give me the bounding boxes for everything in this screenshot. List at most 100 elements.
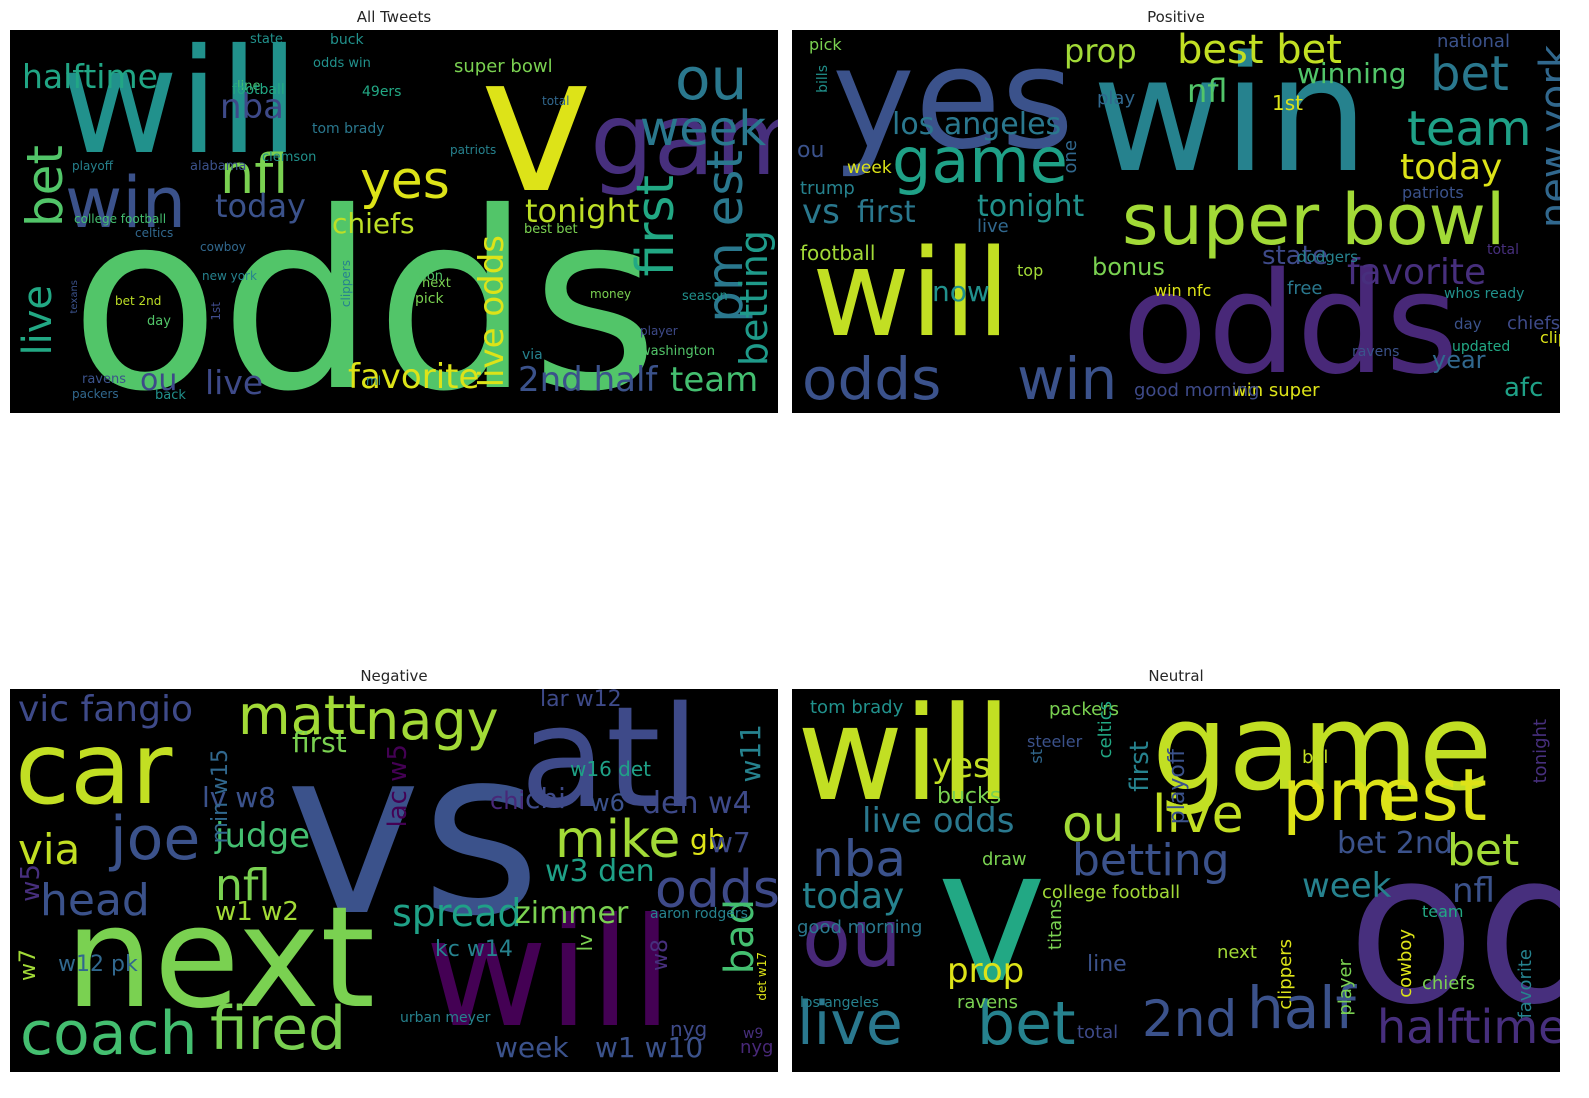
cloud-word: good morning [1134,380,1260,401]
cloud-word: ou [140,363,178,398]
cloud-word: money [590,287,632,301]
panel-title: Negative [360,667,428,685]
cloud-word: alabama [190,159,247,174]
cloud-word: live [15,285,61,356]
cloud-word: via [522,347,543,363]
cloud-word: clippers [1540,328,1560,347]
cloud-word: win [65,162,187,244]
cloud-word: halftime [1377,1000,1560,1054]
cloud-word: betting [732,230,776,367]
cloud-word: yes [932,746,991,786]
cloud-word: clippers [1275,939,1296,1010]
cloud-word: favorite [1347,252,1487,293]
cloud-word: vic fangio [18,689,193,730]
cloud-word: chi [490,787,526,815]
cloud-word: yes [832,30,1074,181]
cloud-word: celtics [1095,701,1116,759]
cloud-word: state [1262,241,1328,271]
cloud-word: odds win [313,56,371,71]
cloud-word: play [1097,88,1136,109]
cloud-word: bet [16,145,74,228]
cloud-word: playoff [72,159,114,173]
cloud-word: next [422,276,451,291]
cloud-word: joe [110,804,201,874]
cloud-word: car [15,710,173,827]
cloud-word: bet [977,989,1076,1059]
cloud-word: st [1027,749,1046,764]
cloud-word: lar w12 [540,689,622,712]
cloud-word: first [626,175,686,277]
cloud-word: live odds [472,235,512,388]
cloud-word: steeler [1027,732,1083,751]
cloud-word: football [800,241,876,265]
cloud-word: first [857,195,916,230]
cloud-word: lv [573,934,597,952]
cloud-word: nfl [1452,871,1495,911]
cloud-word: w7 [710,826,751,859]
cloud-word: pick [809,35,842,54]
cloud-word: player [1335,959,1356,1016]
cloud-word: nfl [215,860,271,911]
cloud-word: game [1152,689,1493,818]
cloud-word: bet 2nd [1337,826,1453,861]
cloud-word: los angeles [892,107,1062,142]
cloud-word: ou [1062,795,1125,853]
cloud-word: yes [360,151,450,211]
cloud-word: chiefs [1507,313,1560,334]
cloud-word: total [542,94,570,108]
cloud-word: nfl [220,143,289,206]
cloud-word: chi [525,782,566,815]
cloud-word: odds [1347,806,1560,1051]
cloud-word: tonight [1530,719,1551,784]
cloud-word: pick [415,291,444,307]
panel-title: All Tweets [356,8,432,26]
cloud-word: w16 det [570,757,652,781]
cloud-word: win [1092,30,1369,208]
cloud-word: game [892,124,1068,197]
cloud-word: tom brady [312,121,385,137]
cloud-word: trump [800,178,855,199]
cloud-word: today [215,187,306,225]
cloud-word: live [205,363,264,402]
cloud-word: week [640,101,767,157]
cloud-word: chiefs [332,207,415,240]
cloud-word: draw [982,849,1027,870]
cloud-word: will [60,30,300,187]
cloud-word: odds [802,345,942,413]
cloud-word: line [1087,952,1127,977]
cloud-word: halftime [22,57,158,96]
cloud-word: w11 [734,724,767,783]
cloud-word: team [670,360,759,400]
cloud-word: dodgers [1297,248,1358,266]
cloud-word: best bet [1177,30,1342,73]
cloud-word: ou [675,45,748,113]
word-cloud-positive: win yes will odds super bowl game best bet bet t… [792,30,1560,413]
cloud-word: football [232,82,285,98]
cloud-word: action [403,269,444,284]
cloud-word: odds [70,160,659,413]
cloud-word: packers [72,387,119,401]
cloud-word: mike [555,810,681,870]
cloud-word: week [1302,866,1392,906]
cloud-word: will [425,887,673,1061]
cloud-word: w12 pk [58,952,138,977]
cloud-word: patriots [450,143,497,157]
cloud-word: pm [1282,753,1398,837]
cloud-word: today [802,876,905,917]
cloud-word: titans [1045,899,1066,950]
cloud-word: one [1060,140,1081,174]
cloud-word: ravens [82,372,127,387]
word-cloud-all-tweets: oddswillvgamewinouweekhalftimenflyesbetl… [10,30,778,413]
cloud-word: los angeles [800,995,879,1011]
cloud-word: celtics [135,226,174,240]
cloud-word: patriots [1402,183,1464,202]
cloud-word: season [682,289,728,304]
cloud-word: ml [366,374,382,388]
cloud-word: v [937,808,1047,1024]
panel-title: Neutral [1148,667,1204,685]
cloud-word: kc w14 [435,937,513,962]
cloud-word: 2nd [1142,990,1238,1048]
cloud-word: live [977,216,1009,237]
cloud-word: next [65,877,376,1040]
cloud-word: clemson [262,150,317,165]
